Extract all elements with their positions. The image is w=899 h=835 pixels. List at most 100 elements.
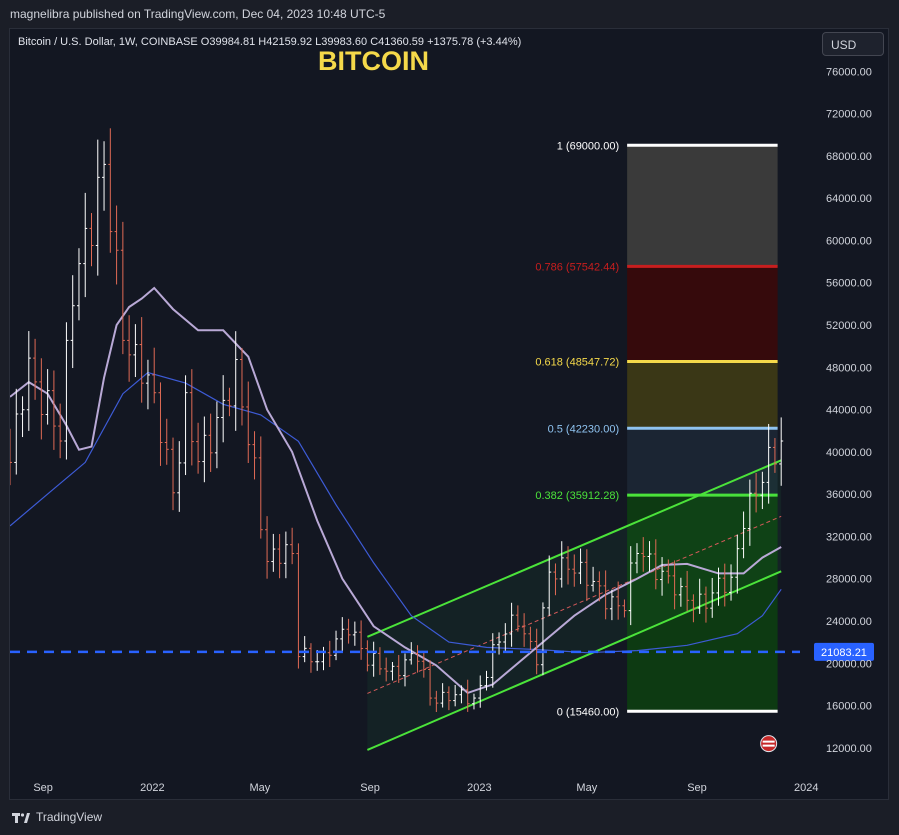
candle <box>177 441 182 512</box>
candle <box>183 375 188 476</box>
candle <box>283 531 288 579</box>
y-tick-label: 72000.00 <box>826 109 872 121</box>
candle <box>265 516 270 579</box>
candle <box>133 324 138 378</box>
candle <box>258 436 263 539</box>
symbol-legend: Bitcoin / U.S. Dollar, 1W, COINBASE O399… <box>18 36 522 48</box>
candle <box>710 577 715 618</box>
y-tick-label: 16000.00 <box>826 701 872 713</box>
candle <box>158 382 163 466</box>
candle <box>403 653 407 687</box>
candle <box>528 626 533 650</box>
candle <box>622 599 627 618</box>
candle <box>377 647 382 675</box>
fib-zone <box>627 495 778 712</box>
candle <box>440 683 445 708</box>
candle <box>465 679 470 712</box>
fib-level-label: 1 (69000.00) <box>557 140 619 152</box>
candle <box>208 413 213 472</box>
y-tick-label: 76000.00 <box>826 66 872 78</box>
candle <box>221 375 226 443</box>
candle <box>729 564 734 601</box>
candle <box>678 577 683 607</box>
candle <box>39 358 44 440</box>
y-tick-label: 36000.00 <box>826 489 872 501</box>
candle <box>603 570 608 620</box>
fib-level-label: 0.786 (57542.44) <box>535 261 619 273</box>
candle <box>252 431 257 480</box>
x-tick-label: May <box>576 782 597 794</box>
candle <box>453 684 458 707</box>
candle <box>352 621 357 646</box>
candle <box>277 534 282 579</box>
candle <box>578 548 583 585</box>
x-tick-label: 2022 <box>140 782 164 794</box>
candle <box>685 570 690 612</box>
candle <box>566 546 571 585</box>
candle <box>647 541 652 572</box>
support-price-label: 21083.21 <box>821 647 867 659</box>
candle <box>233 331 238 431</box>
candle <box>634 543 639 574</box>
candle <box>741 511 746 559</box>
x-tick-label: Sep <box>687 782 707 794</box>
candle <box>33 338 38 400</box>
x-tick-label: 2024 <box>794 782 818 794</box>
candle <box>415 645 420 673</box>
price-chart[interactable]: 21083.21 1 (69000.00) 0.786 (57542.44) 0.6… <box>10 29 888 799</box>
y-tick-label: 52000.00 <box>826 320 872 332</box>
candle <box>747 479 752 546</box>
candle <box>139 317 144 403</box>
candle <box>327 640 332 667</box>
fib-zone <box>627 266 778 362</box>
candle <box>196 422 201 474</box>
fib-level-label: 0 (15460.00) <box>557 706 619 718</box>
candle <box>471 693 476 710</box>
candle <box>716 567 721 606</box>
flag-stripe <box>762 740 775 743</box>
candle <box>421 651 426 678</box>
candle <box>64 322 69 460</box>
channel-upper-line <box>366 459 782 638</box>
y-tick-label: 68000.00 <box>826 151 872 163</box>
y-tick-label: 32000.00 <box>826 531 872 543</box>
candle <box>509 602 514 647</box>
candle <box>672 560 677 610</box>
candle <box>703 586 708 623</box>
candle <box>340 617 345 652</box>
x-tick-label: May <box>250 782 271 794</box>
y-tick-label: 48000.00 <box>826 362 872 374</box>
candle <box>359 620 364 660</box>
fib-level-label: 0.618 (48547.72) <box>535 356 619 368</box>
candle <box>779 417 784 486</box>
candle <box>697 578 702 614</box>
candle <box>321 646 326 671</box>
support-price-tag <box>814 642 874 661</box>
candle <box>315 650 320 671</box>
candle <box>83 192 88 298</box>
y-tick-label: 28000.00 <box>826 574 872 586</box>
candle <box>591 566 596 592</box>
candle <box>390 661 395 681</box>
candle <box>70 275 75 369</box>
x-tick-label: Sep <box>33 782 53 794</box>
candle <box>14 388 19 475</box>
candle <box>409 642 414 665</box>
candle <box>735 534 740 594</box>
channel-middle-line <box>367 515 782 694</box>
candle <box>365 640 370 672</box>
candle <box>89 213 94 267</box>
candle <box>108 128 113 253</box>
candle <box>95 139 100 276</box>
candle <box>446 686 451 711</box>
flag-stripe <box>762 744 775 747</box>
candle <box>428 660 433 706</box>
fib-zone <box>627 145 778 267</box>
candle <box>58 403 63 459</box>
currency-button[interactable]: USD <box>822 32 884 56</box>
fib-zone <box>627 428 778 496</box>
candle <box>152 347 157 404</box>
candle <box>384 657 389 682</box>
ma-slow-line <box>10 371 782 654</box>
y-tick-label: 12000.00 <box>826 743 872 755</box>
